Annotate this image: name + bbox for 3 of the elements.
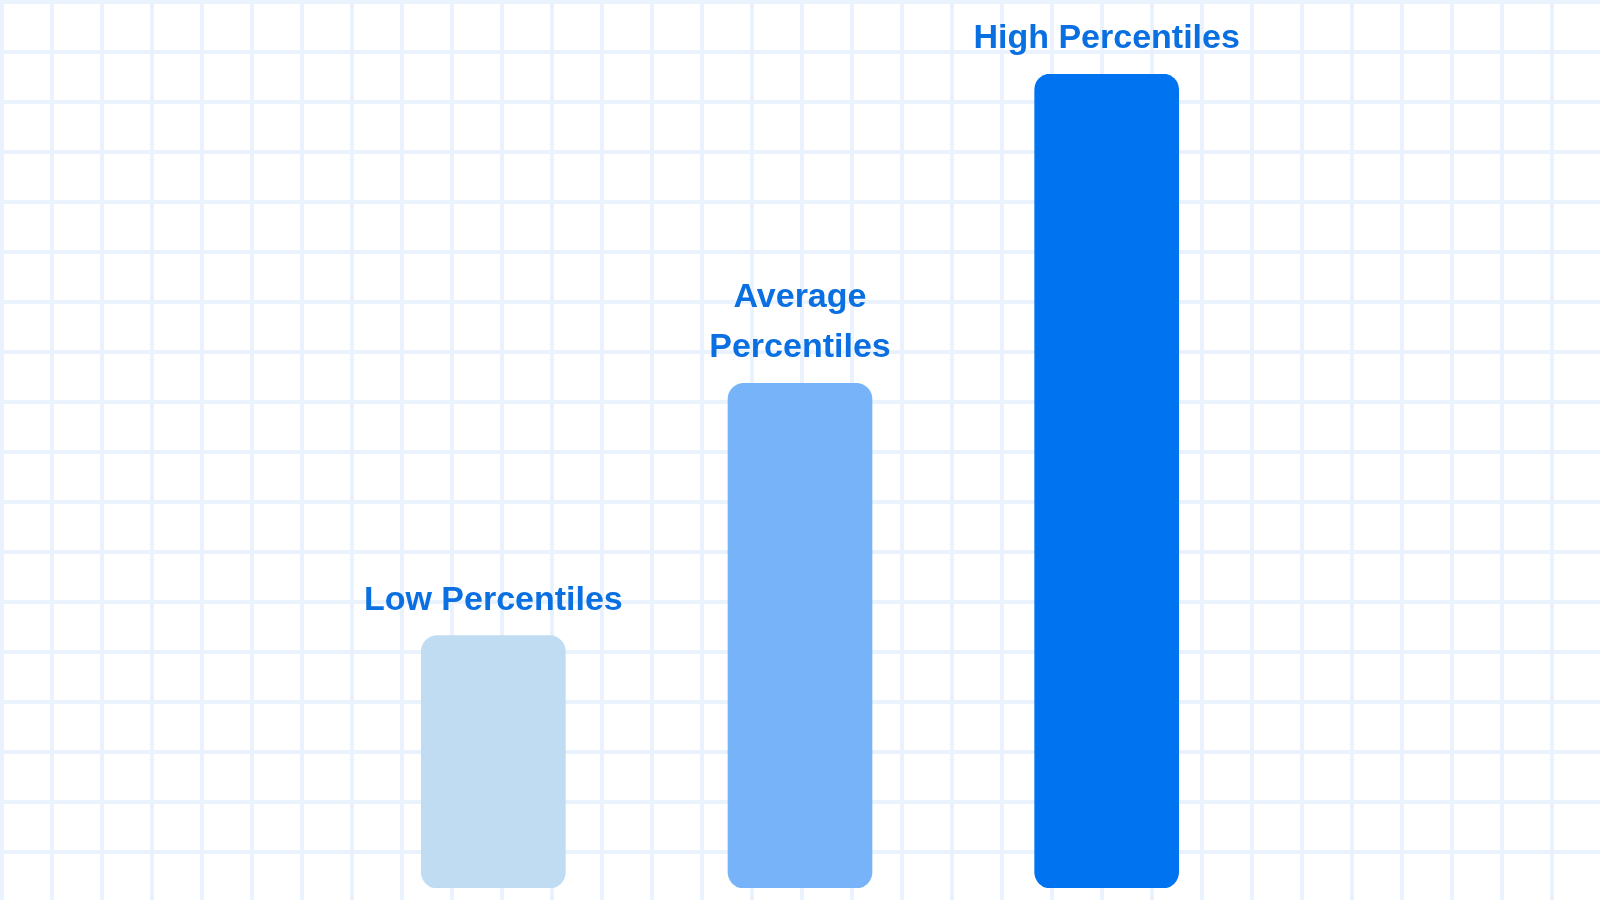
x-tick-label: Low Percentiles xyxy=(363,578,623,617)
x-tick-label: Average Percentiles xyxy=(709,276,891,365)
x-tick-label: High Percentiles xyxy=(973,17,1240,55)
